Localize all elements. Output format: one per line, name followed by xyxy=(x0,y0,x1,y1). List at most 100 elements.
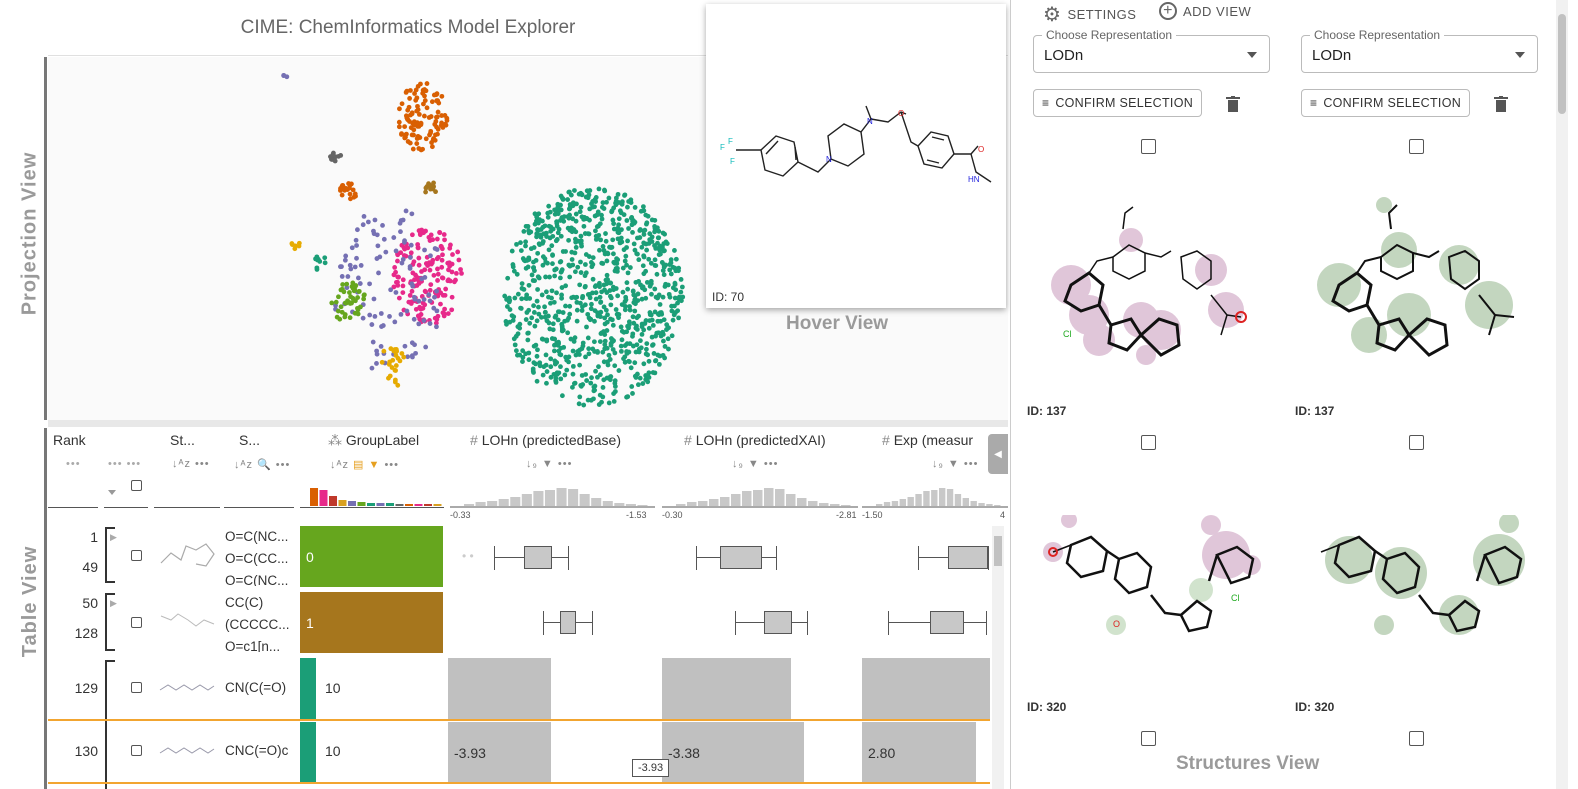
scatter-point[interactable] xyxy=(570,348,576,354)
scatter-point[interactable] xyxy=(552,342,557,348)
scatter-point[interactable] xyxy=(583,372,589,377)
scatter-point[interactable] xyxy=(559,267,565,273)
scatter-point[interactable] xyxy=(378,311,384,316)
scatter-point[interactable] xyxy=(541,364,547,370)
representation-select-1[interactable]: Choose Representation LODn xyxy=(1033,28,1270,73)
scatter-point[interactable] xyxy=(578,382,584,388)
scatter-point[interactable] xyxy=(652,309,658,315)
scatter-point[interactable] xyxy=(622,192,628,198)
scatter-point[interactable] xyxy=(357,281,363,286)
scatter-point[interactable] xyxy=(367,312,373,318)
scatter-point[interactable] xyxy=(642,321,648,326)
scatter-point[interactable] xyxy=(639,244,645,250)
delete-icon[interactable] xyxy=(1494,96,1508,112)
col-exp-tools[interactable]: ↓₉ ▼ ••• xyxy=(932,458,979,470)
scatter-point[interactable] xyxy=(421,101,426,107)
scatter-point[interactable] xyxy=(593,368,598,374)
scatter-point[interactable] xyxy=(616,222,621,228)
scatter-point[interactable] xyxy=(651,351,657,356)
scatter-point[interactable] xyxy=(542,310,548,315)
scatter-point[interactable] xyxy=(624,341,630,347)
scatter-point[interactable] xyxy=(583,354,588,360)
histogram-bar[interactable] xyxy=(464,504,475,506)
scatter-point[interactable] xyxy=(361,213,367,219)
scatter-point[interactable] xyxy=(580,340,586,346)
histogram-bar[interactable] xyxy=(386,503,394,506)
histogram-bar[interactable] xyxy=(970,501,977,506)
scatter-point[interactable] xyxy=(430,257,436,263)
scatter-point[interactable] xyxy=(554,290,559,296)
scatter-point[interactable] xyxy=(415,242,421,247)
scatter-point[interactable] xyxy=(403,253,409,259)
scatter-point[interactable] xyxy=(601,206,607,211)
scatter-point[interactable] xyxy=(428,253,433,259)
scatter-point[interactable] xyxy=(676,315,681,321)
scatter-point[interactable] xyxy=(678,277,684,282)
scatter-point[interactable] xyxy=(515,324,521,330)
col-sel-dots[interactable]: ••• ••• xyxy=(108,458,142,470)
scatter-point[interactable] xyxy=(536,311,542,317)
scatter-point[interactable] xyxy=(577,209,583,215)
histogram-bar[interactable] xyxy=(376,503,385,506)
scatter-point[interactable] xyxy=(391,235,397,240)
projection-view[interactable] xyxy=(48,57,1008,420)
scatter-point[interactable] xyxy=(537,363,543,369)
scatter-point[interactable] xyxy=(440,275,446,281)
scatter-point[interactable] xyxy=(638,338,643,344)
scatter-point[interactable] xyxy=(535,347,540,353)
histogram-bar[interactable] xyxy=(931,490,938,506)
scatter-point[interactable] xyxy=(654,271,660,277)
scatter-point[interactable] xyxy=(535,250,541,256)
scatter-point[interactable] xyxy=(365,219,371,225)
scatter-point[interactable] xyxy=(535,227,540,232)
histogram-bar[interactable] xyxy=(405,504,413,506)
scatter-point[interactable] xyxy=(624,218,630,223)
scatter-point[interactable] xyxy=(660,268,666,273)
scatter-point[interactable] xyxy=(637,227,643,232)
scatter-point[interactable] xyxy=(645,213,651,219)
scatter-point[interactable] xyxy=(600,349,606,355)
scatter-point[interactable] xyxy=(646,256,652,262)
histogram-bar[interactable] xyxy=(775,489,785,506)
scatter-point[interactable] xyxy=(433,320,439,326)
row1-expand-icon[interactable]: ▶ xyxy=(110,532,117,542)
scatter-point[interactable] xyxy=(322,255,328,261)
scatter-point[interactable] xyxy=(395,252,401,258)
scatter-point[interactable] xyxy=(573,352,579,358)
scatter-point[interactable] xyxy=(601,329,607,334)
scatter-point[interactable] xyxy=(361,292,367,298)
histogram-bar[interactable] xyxy=(915,494,922,506)
scatter-point[interactable] xyxy=(560,327,566,333)
scatter-point[interactable] xyxy=(416,146,422,151)
scatter-point[interactable] xyxy=(558,352,564,358)
scatter-point[interactable] xyxy=(573,218,579,224)
col-group-tools[interactable]: ↓ᴬz ▤ ▼ ••• xyxy=(330,459,399,471)
scatter-point[interactable] xyxy=(371,228,376,234)
scatter-point[interactable] xyxy=(531,259,536,265)
scatter-point[interactable] xyxy=(552,207,558,213)
group-10-bracket[interactable] xyxy=(105,660,115,789)
scatter-point[interactable] xyxy=(513,348,519,354)
scatter-point[interactable] xyxy=(559,321,565,327)
scatter-point[interactable] xyxy=(409,232,415,238)
scatter-point[interactable] xyxy=(339,192,345,198)
scatter-point[interactable] xyxy=(345,274,351,279)
scatter-point[interactable] xyxy=(549,243,555,249)
scatter-point[interactable] xyxy=(421,87,427,93)
scatter-point[interactable] xyxy=(567,274,573,280)
scatter-point[interactable] xyxy=(597,392,603,398)
scatter-point[interactable] xyxy=(570,363,576,369)
scatter-point[interactable] xyxy=(567,303,573,309)
col-rank-dots[interactable]: ••• xyxy=(66,458,81,470)
scatter-point[interactable] xyxy=(622,359,628,365)
scatter-point[interactable] xyxy=(536,241,542,247)
scatter-point[interactable] xyxy=(607,280,613,286)
scatter-point[interactable] xyxy=(613,307,619,312)
scatter-point[interactable] xyxy=(641,361,647,367)
scatter-point[interactable] xyxy=(544,338,550,344)
scatter-point[interactable] xyxy=(679,298,684,304)
scatter-point[interactable] xyxy=(645,379,651,385)
scatter-point[interactable] xyxy=(566,262,572,268)
scatter-point[interactable] xyxy=(641,271,647,277)
scatter-point[interactable] xyxy=(536,304,541,310)
